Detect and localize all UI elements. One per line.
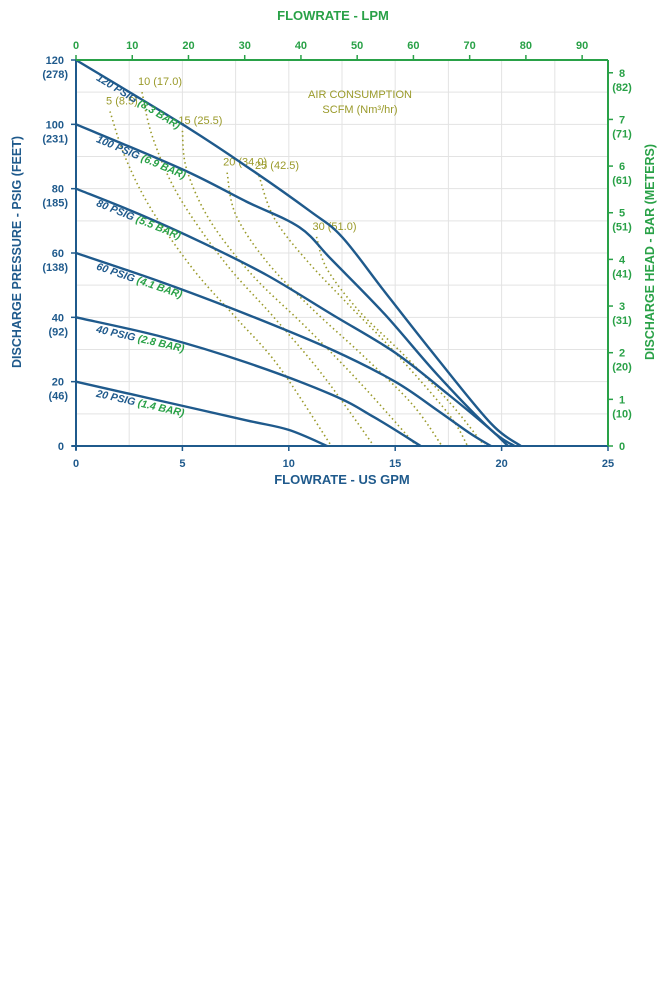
left-tick-label: 0 bbox=[58, 441, 64, 453]
air-consumption-label: 25 (42.5) bbox=[255, 160, 299, 172]
left-tick-sublabel: (46) bbox=[48, 391, 68, 403]
right-tick-sublabel: (41) bbox=[612, 268, 632, 280]
left-axis-title: DISCHARGE PRESSURE - PSIG (FEET) bbox=[10, 136, 24, 368]
left-tick-label: 20 bbox=[52, 377, 64, 389]
right-axis-title: DISCHARGE HEAD - BAR (METERS) bbox=[643, 144, 657, 360]
bottom-tick-label: 15 bbox=[389, 458, 401, 470]
pressure-series-line bbox=[75, 58, 522, 447]
series-name: 100 PSIG bbox=[95, 133, 144, 163]
right-tick-label: 3 bbox=[619, 301, 625, 313]
left-tick-sublabel: (138) bbox=[42, 262, 68, 274]
right-tick-sublabel: (71) bbox=[612, 128, 632, 140]
air-consumption-label: 10 (17.0) bbox=[138, 76, 182, 88]
air-consumption-label: 20 (34.0) bbox=[223, 157, 267, 169]
air-consumption-layer: 5 (8.5)10 (17.0) 15 (25.5) 20 (34.0)25 (42… bbox=[106, 76, 486, 447]
right-tick-sublabel: (51) bbox=[612, 222, 632, 234]
bottom-axis-title: FLOWRATE - US GPM bbox=[274, 472, 410, 487]
bottom-tick-label: 5 bbox=[179, 458, 185, 470]
top-tick-label: 10 bbox=[126, 40, 138, 52]
left-tick-sublabel: (231) bbox=[42, 133, 68, 145]
right-tick-label: 7 bbox=[619, 114, 625, 126]
right-tick-label: 1 bbox=[619, 394, 625, 406]
top-tick-label: 30 bbox=[239, 40, 251, 52]
pressure-series-line bbox=[75, 123, 516, 448]
air-consumption-line bbox=[141, 92, 375, 447]
air-consumption-line bbox=[226, 172, 443, 447]
left-tick-label: 60 bbox=[52, 248, 64, 260]
top-axis-title: FLOWRATE - LPM bbox=[277, 8, 389, 23]
pressure-series-line bbox=[75, 380, 328, 448]
top-tick-label: 20 bbox=[182, 40, 194, 52]
right-tick-label: 2 bbox=[619, 348, 625, 360]
top-tick-label: 80 bbox=[520, 40, 532, 52]
series-label: 60 PSIG (4.1 BAR) bbox=[95, 261, 184, 301]
right-tick-sublabel: (10) bbox=[612, 408, 632, 420]
pressure-series-line bbox=[75, 251, 492, 448]
right-tick-label: 6 bbox=[619, 161, 625, 173]
series-label-text: 100 PSIG (6.9 BAR) bbox=[95, 133, 188, 181]
left-tick-sublabel: (92) bbox=[48, 326, 68, 338]
top-tick-label: 90 bbox=[576, 40, 588, 52]
series-metric: (8.3 BAR) bbox=[136, 97, 183, 132]
air-consumption-subtitle: SCFM (Nm³/hr) bbox=[322, 104, 397, 116]
series-label: 100 PSIG (6.9 BAR) bbox=[95, 133, 188, 181]
right-tick-label: 4 bbox=[619, 254, 626, 266]
top-tick-label: 0 bbox=[73, 40, 79, 52]
pressure-series-line bbox=[75, 187, 509, 447]
bottom-tick-label: 10 bbox=[283, 458, 295, 470]
pressure-series-line bbox=[75, 316, 422, 448]
air-consumption-label: 30 (51.0) bbox=[312, 221, 356, 233]
left-tick-sublabel: (185) bbox=[42, 198, 68, 210]
right-tick-sublabel: (31) bbox=[612, 315, 632, 327]
right-tick-sublabel: (82) bbox=[612, 82, 632, 94]
left-tick-label: 100 bbox=[46, 119, 64, 131]
series-metric: (5.5 BAR) bbox=[134, 213, 183, 242]
right-tick-label: 0 bbox=[619, 441, 625, 453]
right-tick-sublabel: (20) bbox=[612, 362, 632, 374]
air-consumption-line bbox=[258, 175, 469, 447]
bottom-tick-label: 25 bbox=[602, 458, 614, 470]
left-tick-label: 40 bbox=[52, 312, 64, 324]
top-tick-label: 60 bbox=[407, 40, 419, 52]
bottom-tick-label: 20 bbox=[495, 458, 507, 470]
top-tick-label: 50 bbox=[351, 40, 363, 52]
series-label-text: 80 PSIG (5.5 BAR) bbox=[95, 197, 183, 242]
left-tick-sublabel: (278) bbox=[42, 69, 68, 81]
series-name: 60 PSIG bbox=[95, 261, 139, 286]
top-tick-label: 70 bbox=[464, 40, 476, 52]
air-consumption-label: 5 (8.5) bbox=[106, 95, 138, 107]
left-tick-label: 80 bbox=[52, 184, 64, 196]
series-label: 80 PSIG (5.5 BAR) bbox=[95, 197, 183, 242]
right-tick-label: 5 bbox=[619, 208, 625, 220]
bottom-tick-label: 0 bbox=[73, 458, 79, 470]
axes-layer: 0 5 10 15 20 250 10 20 30 40 50 60 70 80 90020(46)40(9… bbox=[42, 40, 632, 470]
series-label-text: 60 PSIG (4.1 BAR) bbox=[95, 261, 184, 301]
top-tick-label: 40 bbox=[295, 40, 307, 52]
right-tick-label: 8 bbox=[619, 68, 625, 80]
air-consumption-title: AIR CONSUMPTION bbox=[308, 89, 412, 101]
air-consumption-label: 15 (25.5) bbox=[178, 115, 222, 127]
right-tick-sublabel: (61) bbox=[612, 175, 632, 187]
left-tick-label: 120 bbox=[46, 55, 64, 67]
series-metric: (4.1 BAR) bbox=[135, 275, 184, 302]
